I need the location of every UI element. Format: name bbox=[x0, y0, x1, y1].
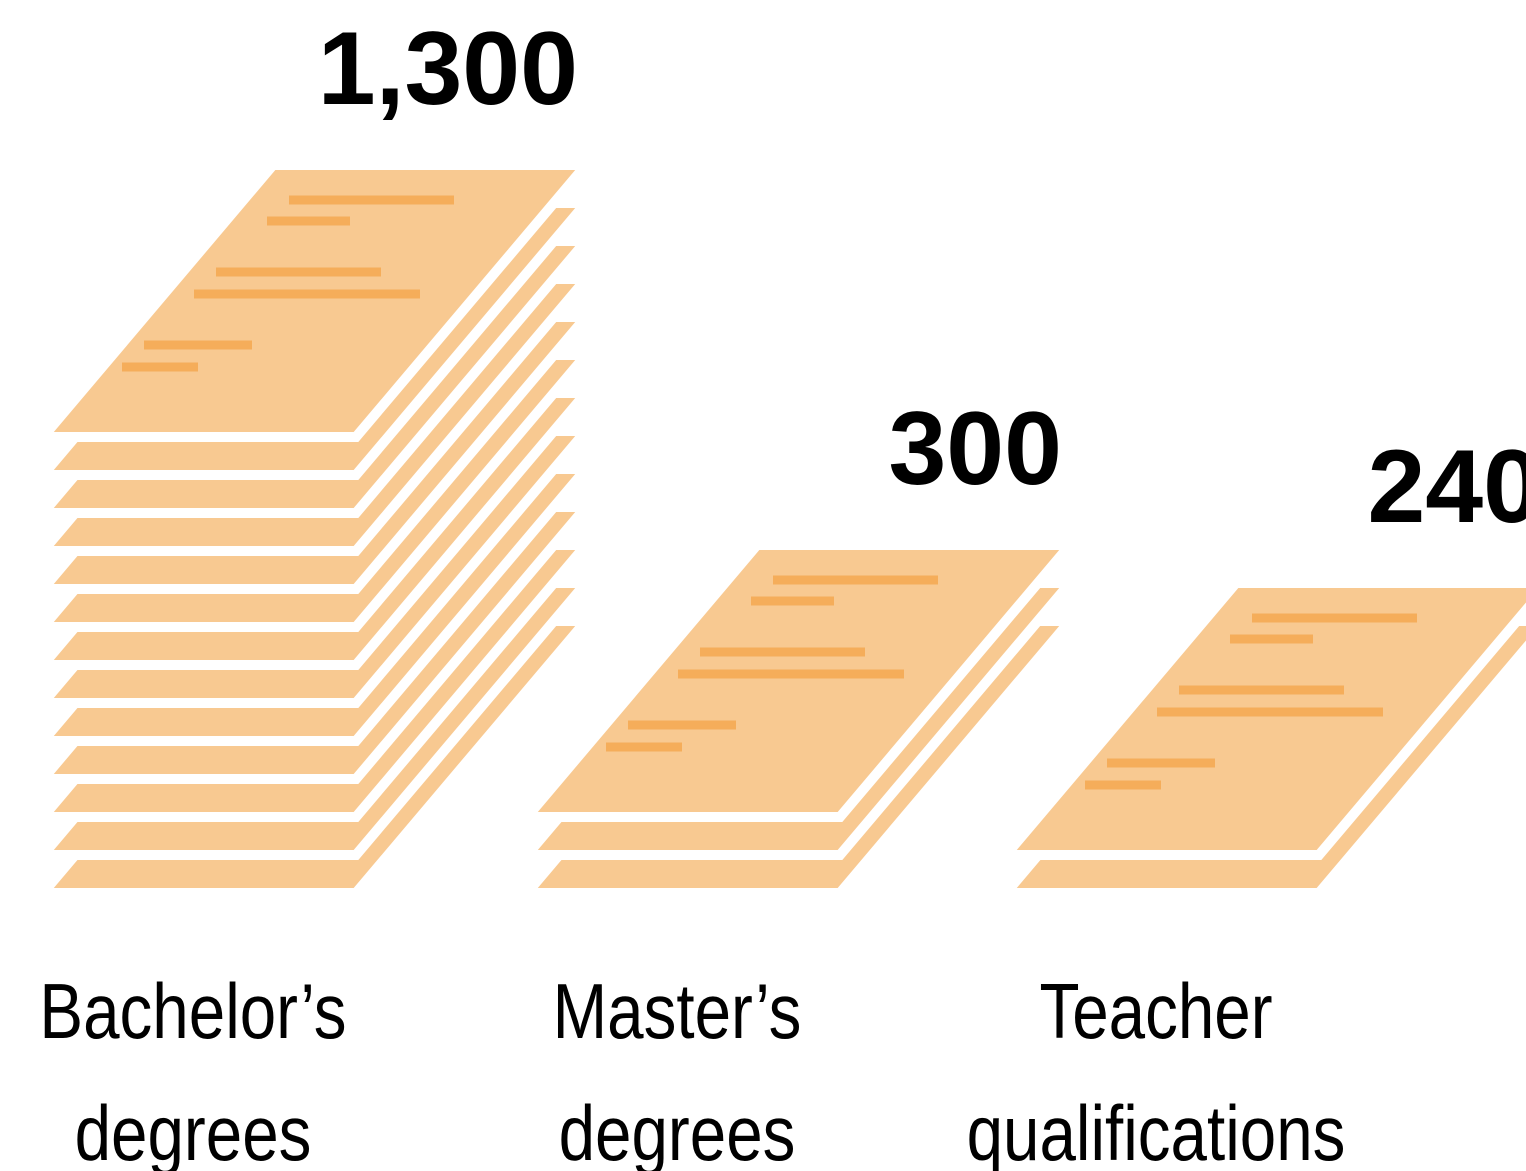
value-label: 240 bbox=[1367, 429, 1526, 545]
paper-stack bbox=[995, 578, 1526, 898]
text-line bbox=[606, 742, 682, 752]
text-line bbox=[773, 575, 938, 585]
category-label: Teacher qualifications bbox=[966, 967, 1346, 1171]
text-line bbox=[1085, 780, 1161, 790]
text-line bbox=[122, 362, 198, 372]
category-label: Bachelor’s degrees bbox=[39, 967, 347, 1171]
text-line bbox=[751, 596, 834, 606]
text-line bbox=[1230, 634, 1313, 644]
text-line bbox=[1252, 613, 1417, 623]
text-line bbox=[1157, 707, 1383, 717]
text-line bbox=[678, 669, 904, 679]
text-line bbox=[1179, 685, 1344, 695]
text-line bbox=[1107, 758, 1215, 768]
category-label: Master’s degrees bbox=[552, 967, 802, 1171]
text-line bbox=[700, 647, 865, 657]
paper-stack bbox=[516, 540, 1081, 898]
text-line bbox=[628, 720, 736, 730]
text-line bbox=[289, 195, 454, 205]
text-line bbox=[267, 216, 350, 226]
paper-stack bbox=[32, 160, 597, 898]
text-line bbox=[194, 289, 420, 299]
value-label: 1,300 bbox=[318, 11, 578, 127]
text-line bbox=[144, 340, 252, 350]
text-line bbox=[216, 267, 381, 277]
value-label: 300 bbox=[888, 391, 1062, 507]
